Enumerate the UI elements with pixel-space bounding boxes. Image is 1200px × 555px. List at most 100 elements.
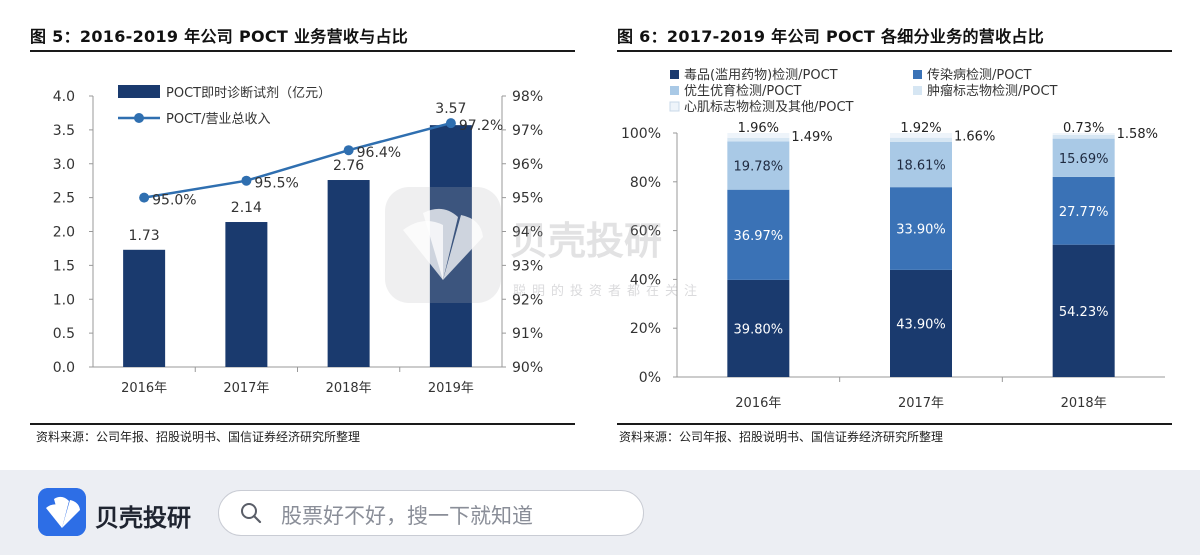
legend-swatch — [669, 101, 680, 112]
y-tick-label: 0.5 — [53, 326, 75, 342]
segment-data-label: 18.61% — [896, 158, 946, 173]
y2-tick-label: 95% — [512, 191, 543, 207]
legend-label: 毒品(滥用药物)检测/POCT — [684, 68, 838, 83]
x-tick-label: 2016年 — [735, 396, 781, 411]
x-tick-label: 2017年 — [223, 381, 269, 396]
stacked-bar-segment — [727, 279, 790, 377]
right-chart: 0% 20% 40% 60% 80% 100% 2016年 2017年 2018年 39.80% 3… — [621, 68, 1165, 411]
bar-data-label: 3.57 — [435, 101, 466, 117]
legend-swatch — [670, 70, 679, 79]
legend-swatch — [913, 70, 922, 79]
segment-data-label: 1.66% — [954, 130, 995, 145]
y-tick-label: 20% — [630, 321, 661, 337]
legend-swatch-bar — [118, 85, 160, 98]
stacked-bar-segment — [890, 137, 952, 142]
segment-data-label: 15.69% — [1059, 152, 1109, 167]
segment-data-label: 39.80% — [734, 322, 784, 337]
watermark-text: 贝壳投研 — [510, 219, 663, 263]
left-chart-title: 图 5：2016-2019 年公司 POCT 业务营收与占比 — [30, 27, 409, 46]
y2-tick-label: 93% — [512, 258, 543, 274]
y-tick-label: 3.5 — [53, 123, 75, 139]
x-tick-label: 2017年 — [898, 396, 944, 411]
segment-data-label: 1.96% — [738, 121, 779, 136]
segment-data-label: 33.90% — [896, 223, 946, 238]
segment-data-label: 0.73% — [1063, 121, 1104, 136]
line-ratio-series — [143, 121, 452, 199]
legend-label: 传染病检测/POCT — [927, 68, 1032, 83]
legend-swatch-point — [134, 113, 144, 123]
y-tick-label: 3.0 — [53, 157, 75, 173]
left-chart: 0.0 0.5 1.0 1.5 2.0 2.5 3.0 3.5 4.0 90% 91% 92% 93% 9… — [53, 85, 543, 396]
line-data-label: 95.5% — [254, 176, 298, 192]
y-tick-label: 60% — [630, 224, 661, 240]
x-tick-label: 2018年 — [326, 381, 372, 396]
brand-logo-icon[interactable] — [38, 488, 86, 536]
legend-label-bar: POCT即时诊断试剂（亿元） — [166, 86, 331, 101]
line-data-label: 96.4% — [357, 145, 401, 161]
right-chart-panel: 图 6：2017-2019 年公司 POCT 各细分业务的营收占比 0% 20% 4… — [605, 0, 1200, 470]
stacked-bar-segment — [1052, 176, 1115, 245]
stacked-bar-segment — [1052, 138, 1115, 177]
left-source-note: 资料来源：公司年报、招股说明书、国信证券经济研究所整理 — [36, 430, 361, 444]
bar-data-label: 2.14 — [231, 200, 262, 216]
line-ratio-point — [139, 192, 150, 203]
stacked-bar-segment — [1052, 134, 1115, 139]
y2-tick-label: 91% — [512, 326, 543, 342]
right-source-rule — [617, 423, 1172, 425]
y-tick-label: 80% — [630, 175, 661, 191]
stacked-bar-segment — [727, 137, 790, 142]
legend-label: 优生优育检测/POCT — [684, 83, 802, 99]
y-tick-label: 4.0 — [53, 89, 75, 105]
y-tick-label: 100% — [621, 126, 661, 142]
stacked-bar-segment — [727, 133, 790, 138]
y2-tick-label: 92% — [512, 292, 543, 308]
segment-data-label: 36.97% — [734, 229, 784, 244]
brand-name: 贝壳投研 — [95, 504, 191, 532]
search-icon — [241, 503, 262, 524]
stacked-bar-segment — [727, 189, 790, 280]
segment-data-label: 43.90% — [896, 317, 946, 332]
bar-data-label: 2.76 — [333, 158, 364, 174]
line-ratio-point — [445, 118, 456, 129]
left-title-rule — [30, 50, 575, 52]
right-source-note: 资料来源：公司年报、招股说明书、国信证券经济研究所整理 — [619, 430, 944, 444]
stacked-bar-segment — [1052, 244, 1115, 377]
y2-tick-label: 90% — [512, 360, 543, 376]
stacked-bar-segment — [890, 133, 952, 138]
segment-data-label: 1.49% — [791, 130, 832, 145]
segment-data-label: 19.78% — [734, 160, 784, 175]
bar-revenue — [123, 249, 166, 367]
stacked-bar-segment — [1052, 133, 1115, 135]
line-data-label: 97.2% — [459, 118, 503, 134]
y2-tick-label: 94% — [512, 225, 543, 241]
stacked-bar-segment — [890, 141, 952, 188]
y2-tick-label: 96% — [512, 157, 543, 173]
y-tick-label: 1.0 — [53, 292, 75, 308]
legend-label: 心肌标志物检测及其他/POCT — [684, 100, 854, 115]
x-tick-label: 2016年 — [121, 381, 167, 396]
bar-revenue — [327, 180, 370, 367]
y-tick-label: 2.5 — [53, 191, 75, 207]
segment-data-label: 1.58% — [1117, 127, 1158, 142]
search-input[interactable]: 股票好不好，搜一下就知道 — [218, 490, 644, 536]
legend-label-line: POCT/营业总收入 — [166, 112, 270, 127]
segment-data-label: 1.92% — [900, 121, 941, 136]
bar-revenue — [429, 125, 472, 367]
line-ratio-point — [343, 145, 354, 156]
y-tick-label: 1.5 — [53, 258, 75, 274]
left-source-rule — [30, 423, 575, 425]
legend-swatch — [913, 86, 922, 95]
search-placeholder: 股票好不好，搜一下就知道 — [281, 504, 533, 528]
y-tick-label: 0.0 — [53, 360, 75, 376]
y2-tick-label: 98% — [512, 89, 543, 105]
segment-data-label: 54.23% — [1059, 305, 1109, 320]
stacked-bar-segment — [890, 269, 952, 377]
segment-data-label: 27.77% — [1059, 205, 1109, 220]
stacked-bar-segment — [890, 187, 952, 270]
watermark-subtext: 聪明的投资者都在关注 — [513, 284, 704, 299]
bar-revenue — [225, 222, 268, 367]
x-tick-label: 2018年 — [1061, 396, 1107, 411]
line-data-label: 95.0% — [152, 193, 196, 209]
x-tick-label: 2019年 — [428, 381, 474, 396]
y-tick-label: 0% — [639, 370, 661, 386]
